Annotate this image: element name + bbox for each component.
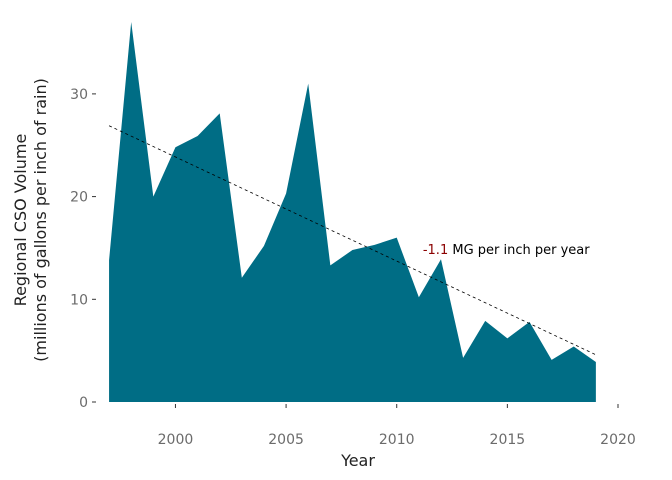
- x-tick-label: 2000: [158, 432, 194, 448]
- x-tick-label: 2010: [379, 432, 415, 448]
- slope-unit: MG per inch per year: [448, 243, 590, 258]
- slope-annotation: -1.1 MG per inch per year: [423, 243, 590, 258]
- y-tick-label: 20: [70, 190, 88, 206]
- y-tick-label: 10: [70, 292, 88, 308]
- y-axis: 0 10 20 30: [70, 87, 96, 411]
- x-tick-label: 2020: [600, 432, 636, 448]
- slope-value: -1.1: [423, 243, 448, 258]
- y-axis-title-line1: Regional CSO Volume: [11, 134, 30, 307]
- x-axis: 2000 2005 2010 2015 2020: [158, 404, 636, 448]
- cso-volume-area: [109, 22, 596, 402]
- y-tick-label: 30: [70, 87, 88, 103]
- area-layer: [109, 22, 596, 402]
- x-tick-label: 2005: [268, 432, 304, 448]
- y-axis-title-line2: (millions of gallons per inch of rain): [31, 78, 50, 362]
- x-tick-label: 2015: [490, 432, 526, 448]
- y-tick-label: 0: [79, 395, 88, 411]
- x-axis-title: Year: [340, 451, 375, 470]
